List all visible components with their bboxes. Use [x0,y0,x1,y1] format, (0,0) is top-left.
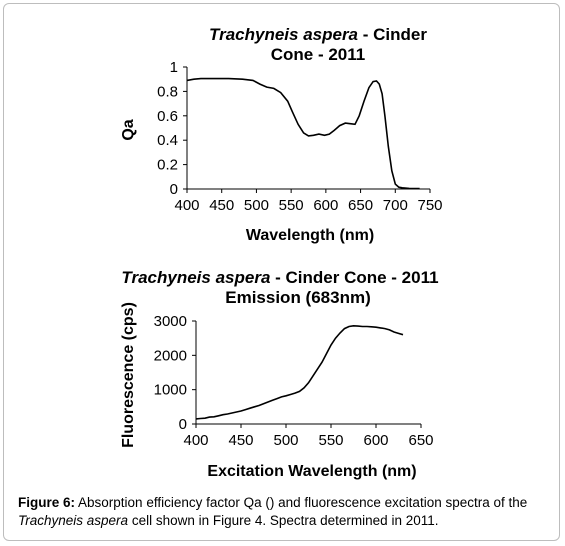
caption-text-1: Absorption efficiency factor Qa () and f… [75,495,528,510]
c2-ytick-label: 1000 [154,382,187,399]
c1-xtick-label: 700 [383,197,408,214]
caption-label: Figure 6: [18,495,76,510]
c1-ytick-label: 0.2 [157,157,178,174]
c2-xtick-label: 550 [318,432,343,449]
caption-species: Trachyneis aspera [18,513,129,528]
c1-ytick-label: 1 [170,59,178,76]
chart-qa-series-line [186,77,420,190]
c1-xtick-label: 400 [174,197,199,214]
c1-xtick-label: 600 [313,197,338,214]
c1-xtick-label: 550 [279,197,304,214]
c2-ytick-label: 3000 [154,313,187,330]
c1-xtick-label: 750 [417,197,442,214]
chart-fluor-title-line1: Trachyneis aspera - Cinder Cone - 2011 [121,268,438,287]
c1-ytick-label: 0.8 [157,83,178,100]
c1-xtick-label: 650 [348,197,373,214]
chart-fluor-ylabel: Fluorescence (cps) [120,302,137,448]
chart-qa-ylabel: Qa [120,119,137,140]
caption-text-2: cell shown in Figure 4. Spectra determin… [128,513,439,528]
chart-fluor-series-line [195,324,404,420]
c2-xtick-label: 600 [363,432,388,449]
chart-fluorescence: Trachyneis aspera - Cinder Cone - 2011 E… [120,268,439,480]
c2-ytick-label: 0 [179,416,187,433]
chart-qa-title-line2: Cone - 2011 [271,45,366,64]
c1-ytick-label: 0.4 [157,132,178,149]
c2-ytick-label: 2000 [154,347,187,364]
c1-xtick-label: 500 [244,197,269,214]
chart-qa-xlabel: Wavelength (nm) [246,227,374,244]
chart-qa: Trachyneis aspera - Cinder Cone - 2011 4… [120,25,443,244]
c2-xtick-label: 450 [228,432,253,449]
chart-qa-title-line1: Trachyneis aspera - Cinder [209,25,427,44]
chart-fluor-xlabel: Excitation Wavelength (nm) [207,463,416,480]
c1-ytick-label: 0.6 [157,108,178,125]
c2-xtick-label: 400 [183,432,208,449]
c2-xtick-label: 650 [408,432,433,449]
c1-xtick-label: 450 [209,197,234,214]
c2-xtick-label: 500 [273,432,298,449]
c1-ytick-label: 0 [170,181,178,198]
figure-caption: Figure 6: Absorption efficiency factor Q… [18,494,548,530]
chart-fluor-title-line2: Emission (683nm) [225,288,371,307]
